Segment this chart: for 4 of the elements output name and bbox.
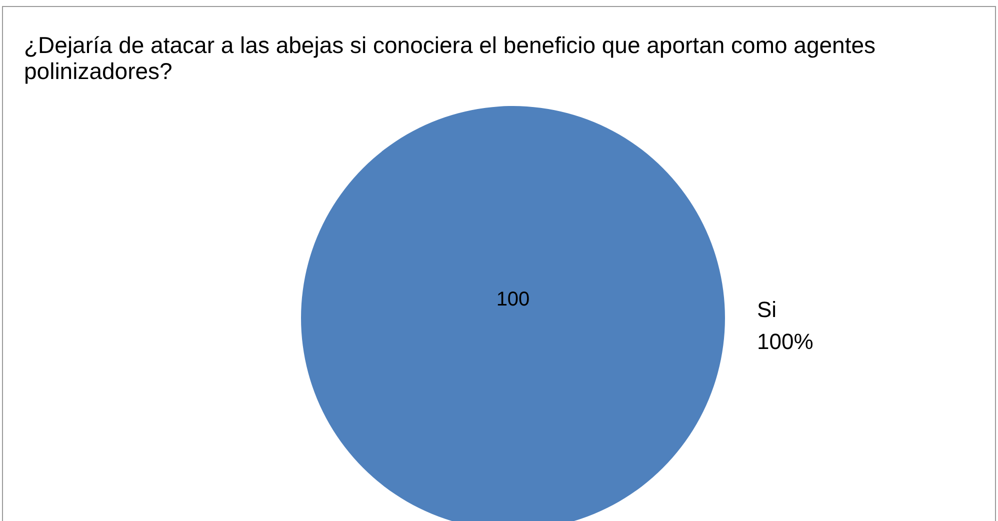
chart-title: ¿Dejaría de atacar a las abejas si conociera el beneficio que aportan como agentes polinizadores? — [24, 32, 877, 84]
slice-label: Si — [757, 296, 778, 324]
data-label: 100 — [496, 288, 530, 310]
text: 100% — [757, 328, 814, 356]
